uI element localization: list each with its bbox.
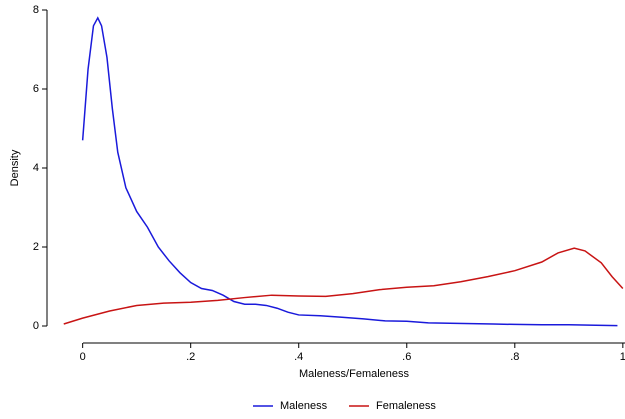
y-tick-label: 4	[33, 162, 39, 174]
legend-label: Femaleness	[376, 400, 436, 412]
y-tick-label: 8	[33, 4, 39, 16]
x-tick-label: 0	[80, 351, 86, 363]
x-axis-label: Maleness/Femaleness	[299, 368, 410, 380]
legend-label: Maleness	[280, 400, 328, 412]
x-tick-label: .2	[186, 351, 195, 363]
x-tick-label: .4	[294, 351, 303, 363]
x-tick-label: .8	[510, 351, 519, 363]
y-tick-label: 0	[33, 320, 39, 332]
x-tick-label: 1	[620, 351, 625, 363]
y-tick-label: 6	[33, 83, 39, 95]
x-tick-label: .6	[402, 351, 411, 363]
y-tick-label: 2	[33, 241, 39, 253]
density-line	[63, 247, 624, 325]
density-line	[81, 16, 618, 327]
y-axis-label: Density	[9, 149, 21, 186]
